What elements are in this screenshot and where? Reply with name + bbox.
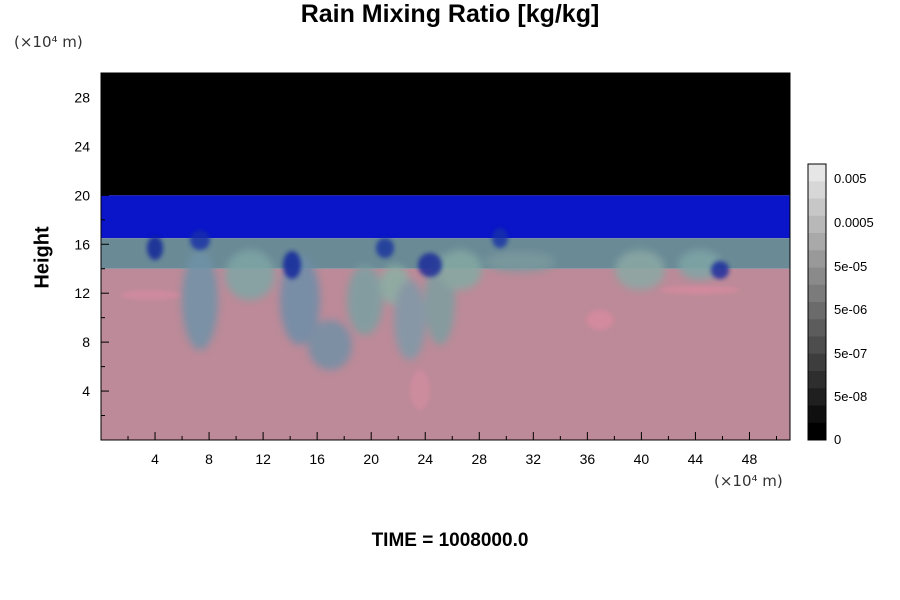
y-tick-label: 24 [74,138,90,154]
vortex [283,251,301,279]
y-tick-label: 28 [74,89,90,105]
plume [347,265,383,335]
vortex [492,228,508,248]
plume [438,250,482,290]
vortex [418,253,442,277]
chart-title: Rain Mixing Ratio [kg/kg] [300,0,600,28]
x-tick-label: 44 [688,451,704,467]
x-tick-label: 12 [255,451,271,467]
plot-frame [100,72,791,441]
x-tick-label: 48 [742,451,758,467]
colorbar-frame [807,163,827,441]
x-tick-label: 20 [363,451,379,467]
x-tick-label: 40 [634,451,650,467]
vortex [376,238,394,258]
plume [485,252,555,272]
plume [182,250,218,350]
x-tick-label: 36 [580,451,596,467]
colorbar-segment [808,371,826,389]
plume-texture [182,250,722,370]
colorbar-segment [808,405,826,424]
colorbar-segment [808,284,826,303]
x-tick-label: 4 [151,451,159,467]
vortex [660,286,740,294]
colorbar-segment [808,215,826,234]
vortex [147,236,163,260]
colorbar-segment [808,388,826,406]
y-axis-unit-label: (×10⁴ m) [14,33,83,51]
colorbar-segment [808,198,826,217]
colorbar-segment [808,267,826,286]
rain-field [101,73,790,440]
plume [308,320,352,370]
colorbar-segment [808,353,826,372]
colorbar-segment [808,319,826,337]
y-tick-label: 20 [74,187,90,203]
colorbar-segment [808,250,826,268]
colorbar-label: 5e-06 [834,302,867,317]
plume [394,280,426,360]
y-tick-label: 4 [82,383,90,399]
vortex [711,261,729,279]
y-tick-label: 16 [74,236,90,252]
vortex [120,290,180,300]
field-layer [101,73,790,196]
colorbar-segment [808,164,826,182]
colorbar-label: 0.005 [834,171,867,186]
colorbar-label: 5e-07 [834,346,867,361]
plume [225,250,275,300]
x-tick-label: 16 [309,451,325,467]
colorbar-segment [808,422,826,441]
field-layer [101,195,790,239]
time-label: TIME = 1008000.0 [371,530,529,551]
colorbar: 0.005 0.0005 5e-05 5e-06 5e-07 5e-08 0 [807,163,874,447]
x-tick-label: 28 [471,451,487,467]
x-tick-label: 8 [205,451,213,467]
vortex-texture [120,228,740,410]
x-tick-label: 24 [417,451,433,467]
x-axis-unit-label: (×10⁴ m) [714,472,783,490]
y-tick-label: 8 [82,334,90,350]
vortex [586,310,614,330]
colorbar-label: 5e-08 [834,389,867,404]
colorbar-label: 0.0005 [834,215,874,230]
y-tick-label: 12 [74,285,90,301]
vortex [410,370,430,410]
vortex [190,230,210,250]
colorbar-segment [808,181,826,199]
colorbar-segment [808,233,826,251]
plume [615,250,665,290]
x-tick-label: 32 [526,451,542,467]
colorbar-segment [808,336,826,355]
plume [678,250,722,280]
colorbar-segment [808,302,826,320]
colorbar-label: 0 [834,432,841,447]
colorbar-label: 5e-05 [834,259,867,274]
